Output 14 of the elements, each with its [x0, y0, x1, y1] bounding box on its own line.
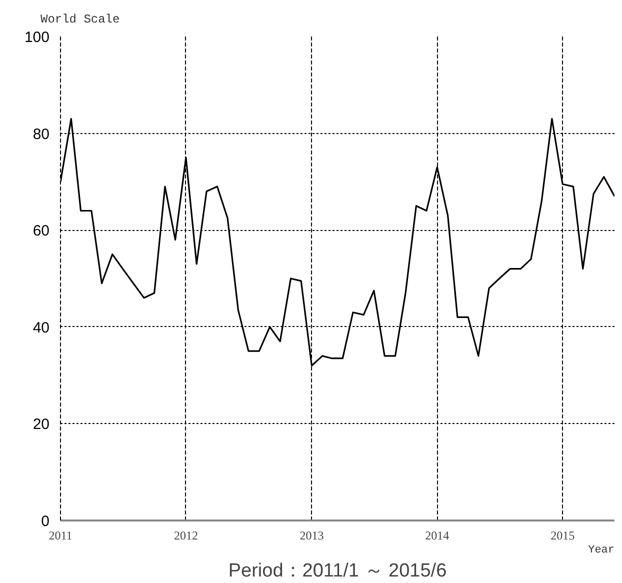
y-tick-label: 40 [32, 319, 50, 336]
y-tick-label: 0 [41, 513, 50, 530]
y-tick-label: 60 [32, 222, 50, 240]
x-tick-label: 2012 [174, 528, 198, 542]
y-tick-label: 100 [24, 29, 50, 46]
y-tick-label: 20 [32, 416, 50, 434]
y-tick-label: 80 [32, 126, 50, 143]
y-axis-title: World Scale [40, 12, 120, 26]
x-axis-title: Year [588, 544, 614, 556]
x-tick-label: 2014 [425, 528, 450, 542]
x-tick-label: 2011 [48, 528, 72, 542]
x-tick-label: 2015 [550, 528, 575, 542]
text: Period：2011/1 ～ 2015/6 [228, 560, 447, 582]
x-tick-label: 2013 [300, 528, 324, 542]
